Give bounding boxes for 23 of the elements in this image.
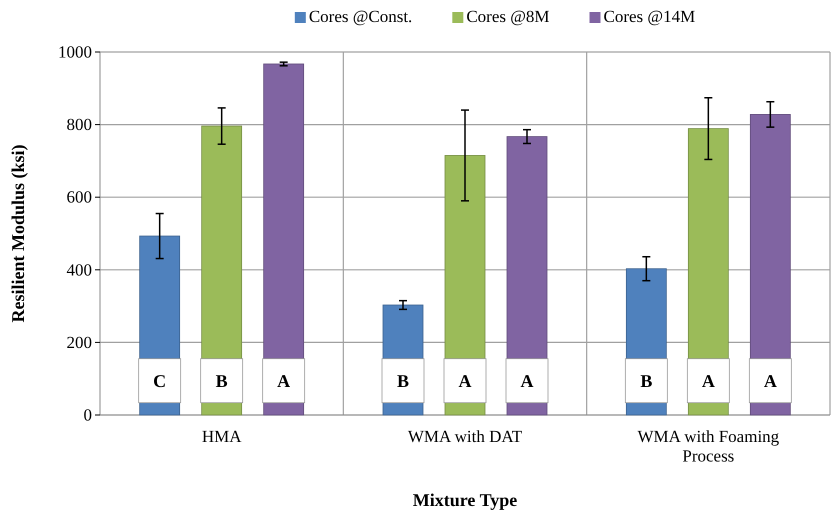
y-tick-label: 800 (66, 115, 92, 134)
y-tick-label: 0 (84, 405, 92, 424)
y-axis-title: Resilient Modulus (ksi) (8, 144, 28, 323)
x-axis-title: Mixture Type (412, 490, 518, 510)
y-tick-label: 200 (66, 332, 92, 352)
annotation: B (216, 371, 228, 391)
y-tick-label: 1000 (58, 42, 92, 62)
annotation: A (458, 371, 472, 391)
y-tick-label: 400 (66, 260, 92, 280)
legend-label: Cores @14M (604, 7, 696, 26)
annotation: C (153, 371, 166, 391)
legend-label: Cores @8M (466, 7, 550, 26)
legend-label: Cores @Const. (308, 7, 412, 26)
annotation: B (640, 371, 652, 391)
y-tick-label: 600 (66, 188, 92, 207)
annotation: B (396, 371, 410, 391)
annotation: A (520, 371, 534, 391)
x-tick-label: WMA with DAT (408, 426, 523, 446)
annotation: A (277, 371, 290, 391)
annotation: A (702, 371, 715, 391)
x-tick-label: HMA (202, 426, 242, 446)
annotation: A (764, 371, 777, 391)
x-tick-label: WMA with Foaming Process (637, 426, 780, 466)
